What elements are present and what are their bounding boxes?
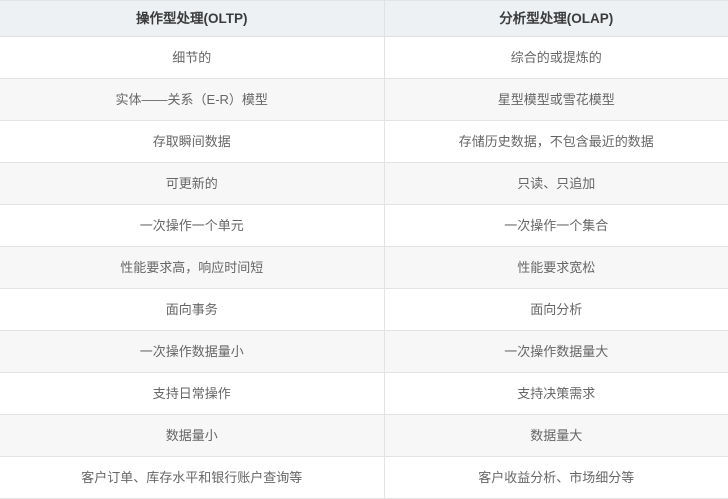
- cell-olap: 综合的或提炼的: [384, 36, 728, 79]
- cell-olap: 性能要求宽松: [384, 246, 728, 289]
- cell-olap: 一次操作数据量大: [384, 330, 728, 373]
- column-header-oltp: 操作型处理(OLTP): [0, 0, 385, 37]
- cell-oltp: 一次操作一个单元: [0, 204, 385, 247]
- column-header-olap: 分析型处理(OLAP): [384, 0, 728, 37]
- cell-olap: 只读、只追加: [384, 162, 728, 205]
- cell-olap: 面向分析: [384, 288, 728, 331]
- cell-olap: 存储历史数据，不包含最近的数据: [384, 120, 728, 163]
- table-header: 操作型处理(OLTP) 分析型处理(OLAP): [0, 0, 728, 37]
- table-row: 细节的 综合的或提炼的: [0, 36, 728, 79]
- cell-oltp: 数据量小: [0, 414, 385, 457]
- cell-olap: 支持决策需求: [384, 372, 728, 415]
- cell-oltp: 实体——关系（E-R）模型: [0, 78, 385, 121]
- table-row: 数据量小 数据量大: [0, 414, 728, 457]
- table-body: 细节的 综合的或提炼的 实体——关系（E-R）模型 星型模型或雪花模型 存取瞬间…: [0, 36, 728, 499]
- cell-oltp: 细节的: [0, 36, 385, 79]
- cell-olap: 客户收益分析、市场细分等: [384, 456, 728, 499]
- cell-oltp: 面向事务: [0, 288, 385, 331]
- table-row: 实体——关系（E-R）模型 星型模型或雪花模型: [0, 78, 728, 121]
- table-row: 一次操作一个单元 一次操作一个集合: [0, 204, 728, 247]
- table-row: 存取瞬间数据 存储历史数据，不包含最近的数据: [0, 120, 728, 163]
- table-row: 可更新的 只读、只追加: [0, 162, 728, 205]
- table-row: 面向事务 面向分析: [0, 288, 728, 331]
- cell-oltp: 可更新的: [0, 162, 385, 205]
- cell-olap: 一次操作一个集合: [384, 204, 728, 247]
- table-row: 性能要求高，响应时间短 性能要求宽松: [0, 246, 728, 289]
- cell-oltp: 一次操作数据量小: [0, 330, 385, 373]
- cell-oltp: 性能要求高，响应时间短: [0, 246, 385, 289]
- cell-oltp: 客户订单、库存水平和银行账户查询等: [0, 456, 385, 499]
- cell-olap: 星型模型或雪花模型: [384, 78, 728, 121]
- table-header-row: 操作型处理(OLTP) 分析型处理(OLAP): [0, 0, 728, 37]
- cell-oltp: 存取瞬间数据: [0, 120, 385, 163]
- table-row: 支持日常操作 支持决策需求: [0, 372, 728, 415]
- cell-olap: 数据量大: [384, 414, 728, 457]
- table-row: 一次操作数据量小 一次操作数据量大: [0, 330, 728, 373]
- cell-oltp: 支持日常操作: [0, 372, 385, 415]
- table-row: 客户订单、库存水平和银行账户查询等 客户收益分析、市场细分等: [0, 456, 728, 499]
